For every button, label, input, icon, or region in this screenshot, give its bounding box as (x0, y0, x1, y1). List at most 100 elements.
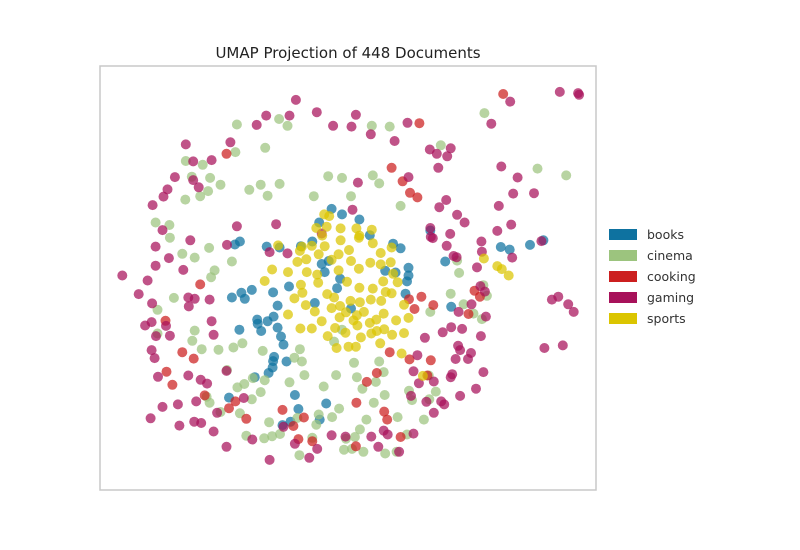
point-gaming-0 (505, 96, 516, 107)
point-cinema-56 (255, 387, 266, 398)
point-sports-14 (354, 297, 365, 308)
point-cinema-48 (318, 381, 329, 392)
point-sports-9 (375, 259, 386, 270)
point-sports-73 (259, 276, 270, 286)
point-gaming-24 (480, 311, 491, 322)
point-cooking-20 (371, 368, 382, 378)
point-sports-38 (344, 245, 354, 255)
point-cinema-104 (374, 178, 385, 189)
point-books-35 (321, 398, 332, 409)
point-gaming-86 (150, 241, 161, 252)
point-cinema-72 (311, 419, 322, 430)
point-gaming-52 (378, 425, 389, 436)
point-gaming-53 (366, 431, 377, 442)
point-gaming-133 (164, 330, 175, 341)
point-gaming-137 (475, 331, 486, 342)
point-gaming-46 (466, 348, 476, 358)
point-gaming-102 (311, 107, 322, 118)
point-cinema-66 (259, 433, 270, 444)
point-gaming-11 (459, 217, 470, 228)
point-gaming-134 (183, 301, 194, 312)
legend-swatch-books (609, 229, 637, 240)
point-gaming-85 (150, 260, 161, 271)
point-books-59 (495, 242, 506, 252)
point-gaming-94 (180, 139, 191, 150)
point-gaming-47 (428, 407, 439, 418)
point-sports-43 (366, 224, 377, 235)
point-cinema-49 (327, 412, 338, 423)
point-sports-68 (311, 223, 322, 233)
point-cinema-36 (257, 345, 268, 356)
point-cinema-109 (323, 171, 334, 182)
point-sports-75 (289, 293, 300, 304)
point-sports-67 (306, 240, 317, 251)
point-gaming-67 (172, 399, 183, 410)
point-cinema-111 (262, 190, 273, 201)
point-gaming-124 (178, 264, 189, 275)
point-books-20 (272, 322, 283, 333)
point-sports-51 (341, 307, 351, 318)
point-books-25 (278, 339, 289, 350)
point-gaming-27 (437, 327, 448, 338)
chart-title: UMAP Projection of 448 Documents (215, 44, 480, 62)
point-gaming-50 (373, 441, 384, 452)
point-gaming-132 (145, 413, 156, 424)
point-gaming-113 (431, 148, 442, 159)
point-cooking-28 (288, 421, 299, 431)
point-gaming-100 (284, 110, 295, 121)
point-cooking-8 (221, 148, 232, 159)
point-gaming-82 (133, 289, 144, 300)
point-cinema-33 (213, 344, 224, 355)
point-cooking-34 (241, 413, 252, 424)
point-gaming-98 (251, 119, 262, 130)
point-gaming-116 (271, 219, 282, 230)
point-gaming-32 (413, 378, 424, 389)
point-gaming-131 (157, 401, 168, 412)
point-cooking-7 (195, 279, 206, 290)
point-gaming-118 (352, 177, 363, 188)
point-cinema-76 (354, 424, 365, 435)
point-cinema-9 (260, 142, 271, 153)
point-sports-60 (313, 277, 324, 288)
point-cinema-19 (150, 217, 161, 228)
point-books-28 (281, 356, 292, 367)
point-gaming-121 (222, 239, 232, 250)
point-cooking-18 (404, 354, 415, 365)
point-sports-52 (326, 303, 337, 314)
point-sports-70 (335, 223, 346, 234)
point-cinema-69 (264, 417, 275, 428)
point-gaming-141 (507, 252, 518, 263)
point-cooking-30 (307, 436, 318, 447)
point-cinema-31 (187, 335, 198, 346)
point-cinema-110 (274, 178, 285, 189)
point-cinema-46 (351, 372, 362, 383)
point-cinema-11 (197, 159, 208, 170)
point-cinema-27 (168, 292, 179, 303)
point-sports-55 (300, 300, 311, 311)
point-gaming-61 (247, 434, 258, 445)
point-cinema-80 (392, 412, 403, 423)
point-cinema-79 (379, 390, 390, 400)
point-gaming-73 (195, 374, 206, 385)
point-gaming-76 (151, 331, 161, 342)
point-gaming-17 (427, 233, 438, 244)
point-cinema-50 (334, 403, 345, 414)
point-cinema-35 (237, 338, 248, 349)
point-gaming-14 (441, 240, 452, 251)
point-cinema-78 (368, 397, 379, 408)
point-gaming-19 (476, 236, 487, 247)
point-sports-91 (478, 253, 489, 264)
point-cinema-85 (418, 414, 429, 425)
point-sports-24 (391, 315, 402, 326)
point-sports-21 (392, 277, 403, 288)
point-gaming-70 (212, 407, 223, 418)
point-cinema-107 (337, 172, 347, 183)
point-cooking-37 (161, 366, 172, 377)
point-cinema-91 (339, 444, 349, 455)
point-sports-92 (321, 221, 332, 232)
point-cooking-35 (199, 390, 210, 401)
point-sports-48 (371, 314, 382, 325)
point-books-6 (284, 281, 294, 292)
point-sports-26 (366, 328, 377, 339)
point-sports-81 (343, 341, 354, 352)
